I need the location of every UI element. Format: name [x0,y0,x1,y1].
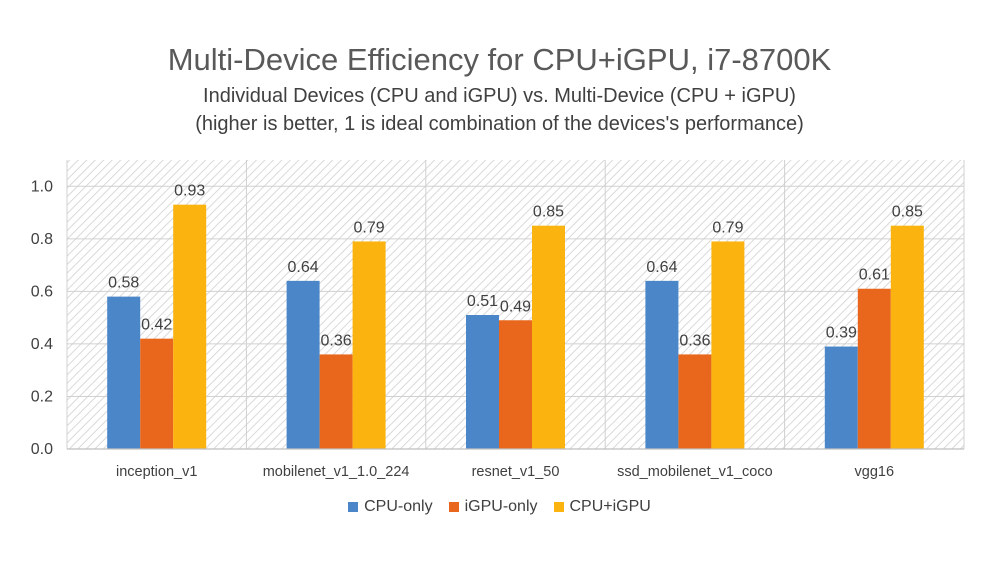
data-label: 0.85 [892,204,923,221]
legend-item-cpu-only: CPU-only [348,498,433,516]
labels-layer: 0.58 0.42 0.93 0.64 0.36 0.79 0.51 0.49 0.85 0.64… [108,183,923,350]
bar [824,346,858,449]
bar [319,354,353,449]
x-tick-label: mobilenet_v1_1.0_224 [263,464,410,480]
data-label: 0.79 [354,219,385,236]
bar [352,241,386,449]
y-tick-label: 1.0 [31,178,53,195]
x-tick-label: vgg16 [855,464,895,480]
x-tick-label: ssd_mobilenet_v1_coco [617,464,773,480]
x-tick-label: inception_v1 [116,464,197,480]
data-label: 0.39 [826,325,857,342]
y-tick-label: 0.2 [31,388,53,405]
legend-swatch-cpu-igpu [553,502,564,512]
bar [645,280,679,449]
bar [286,280,320,449]
legend: CPU-only iGPU-only CPU+iGPU [0,498,999,516]
bar [140,338,174,449]
y-tick-label: 0.6 [31,283,53,300]
bar [173,204,207,449]
legend-label-cpu-igpu: CPU+iGPU [569,498,651,515]
bar [499,320,532,449]
legend-label-cpu-only: CPU-only [364,498,433,515]
bar [107,296,141,449]
data-label: 0.85 [533,204,564,221]
data-label: 0.36 [321,332,352,349]
data-label: 0.49 [500,298,531,315]
axis-layer: 0.0 0.2 0.4 0.6 0.8 1.0 inception_v1 mobilenet_… [31,178,964,480]
data-label: 0.61 [859,267,890,284]
data-label: 0.64 [646,259,677,276]
data-label: 0.51 [467,293,498,310]
bar [678,354,712,449]
legend-item-cpu-igpu: CPU+iGPU [553,498,651,516]
bar [466,315,499,449]
data-label: 0.64 [288,259,319,276]
legend-swatch-igpu-only [448,502,459,512]
data-label: 0.36 [679,332,710,349]
chart-title: Multi-Device Efficiency for CPU+iGPU, i7… [167,42,832,77]
legend-label-igpu-only: iGPU-only [464,498,538,515]
bar [532,225,565,449]
data-label: 0.58 [108,275,139,292]
chart-subtitle-line1: Individual Devices (CPU and iGPU) vs. Mu… [203,85,796,107]
data-label: 0.93 [174,183,205,200]
data-label: 0.42 [141,317,172,334]
bars-layer [107,204,924,449]
y-tick-label: 0.8 [31,231,53,248]
data-label: 0.79 [712,219,743,236]
chart-subtitle-line2: (higher is better, 1 is ideal combinatio… [195,113,804,135]
bar [711,241,745,449]
y-tick-label: 0.0 [31,441,53,458]
legend-item-igpu-only: iGPU-only [448,498,538,516]
x-tick-label: resnet_v1_50 [472,464,560,480]
legend-swatch-cpu-only [348,502,359,512]
y-tick-label: 0.4 [31,336,53,353]
bar [890,225,924,449]
bar [857,288,891,449]
